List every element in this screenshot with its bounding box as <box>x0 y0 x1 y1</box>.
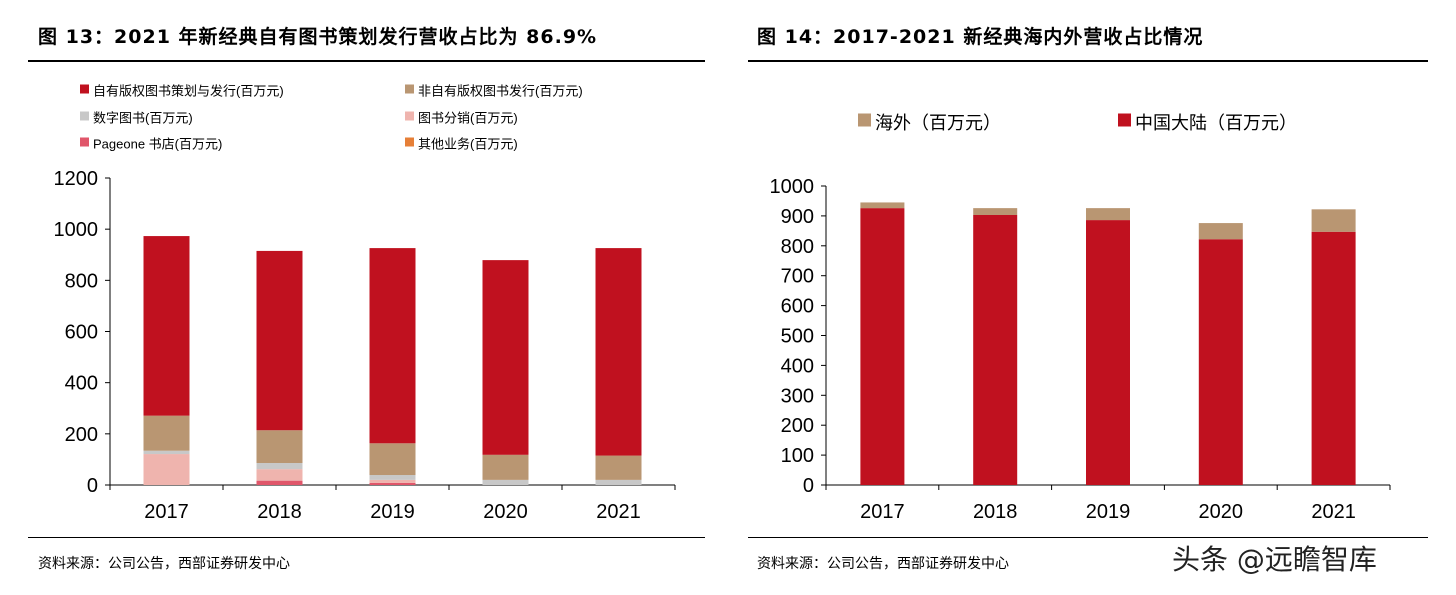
y-tick-label: 1000 <box>770 176 815 198</box>
y-tick-label: 200 <box>781 415 814 437</box>
legend-swatch <box>80 111 89 121</box>
x-tick-label: 2018 <box>973 501 1018 523</box>
left-chart-title: 图 13：2021 年新经典自有图书策划发行营收占比为 86.9% <box>38 26 598 48</box>
x-tick-label: 2018 <box>257 501 302 523</box>
x-tick-label: 2017 <box>860 501 905 523</box>
watermark: 头条 @远瞻智库 <box>1172 543 1377 576</box>
y-tick-label: 400 <box>65 373 98 395</box>
legend-label: Pageone 书店(百万元) <box>93 137 222 152</box>
bar-segment <box>369 482 416 485</box>
bar-segment <box>595 248 642 456</box>
right-source: 资料来源：公司公告，西部证券研发中心 <box>757 556 1009 572</box>
y-tick-label: 1000 <box>54 219 99 241</box>
legend-swatch <box>80 84 89 94</box>
legend-label: 自有版权图书策划与发行(百万元) <box>93 84 284 99</box>
bar-segment <box>143 415 190 451</box>
legend-label: 其他业务(百万元) <box>418 137 518 152</box>
bar-segment <box>143 450 190 455</box>
left-title-rule <box>28 60 705 62</box>
y-tick-label: 600 <box>781 296 814 318</box>
legend-swatch <box>80 137 89 147</box>
bar-segment <box>973 208 1018 216</box>
bar-segment <box>256 250 303 431</box>
bar-segment <box>482 454 529 480</box>
left-footer-rule <box>28 537 705 538</box>
bar-segment <box>482 479 529 485</box>
legend-swatch <box>1118 113 1131 127</box>
y-tick-label: 800 <box>781 236 814 258</box>
y-tick-label: 0 <box>87 475 98 497</box>
legend-swatch <box>405 111 414 121</box>
right-chart-title: 图 14：2017-2021 新经典海内外营收占比情况 <box>757 26 1204 48</box>
bar-segment <box>860 202 905 209</box>
bar-segment <box>143 236 190 416</box>
y-tick-label: 800 <box>65 270 98 292</box>
bar-segment <box>256 430 303 463</box>
bar-segment <box>143 454 190 485</box>
bar-segment <box>1198 239 1243 485</box>
bar-segment <box>1311 209 1356 232</box>
legend-swatch <box>405 84 414 94</box>
y-tick-label: 500 <box>781 326 814 348</box>
bar-segment <box>256 462 303 470</box>
legend-label: 数字图书(百万元) <box>93 111 193 126</box>
x-tick-label: 2017 <box>144 501 189 523</box>
bar-segment <box>973 215 1018 486</box>
legend-label: 海外（百万元） <box>875 113 1001 133</box>
x-tick-label: 2020 <box>1199 501 1244 523</box>
x-tick-label: 2019 <box>1086 501 1131 523</box>
bar-segment <box>595 455 642 480</box>
bar-segment <box>369 479 416 483</box>
legend-label: 非自有版权图书发行(百万元) <box>418 84 583 99</box>
bar-segment <box>860 208 905 485</box>
legend-label: 中国大陆（百万元） <box>1135 113 1297 133</box>
x-tick-label: 2020 <box>483 501 528 523</box>
y-tick-label: 0 <box>803 475 814 497</box>
bar-segment <box>482 260 529 455</box>
left-source: 资料来源：公司公告，西部证券研发中心 <box>38 556 290 572</box>
bar-segment <box>256 469 303 481</box>
x-tick-label: 2021 <box>1311 501 1356 523</box>
y-tick-label: 600 <box>65 322 98 344</box>
y-tick-label: 900 <box>781 206 814 228</box>
legend-label: 图书分销(百万元) <box>418 111 518 126</box>
x-tick-label: 2021 <box>596 501 641 523</box>
y-tick-label: 700 <box>781 266 814 288</box>
bar-segment <box>1086 208 1130 221</box>
bar-segment <box>369 475 416 480</box>
x-tick-label: 2019 <box>370 501 415 523</box>
legend-swatch <box>405 137 414 147</box>
y-tick-label: 400 <box>781 355 814 377</box>
y-tick-label: 200 <box>65 424 98 446</box>
right-title-rule <box>748 60 1428 62</box>
y-tick-label: 1200 <box>54 168 99 190</box>
bar-segment <box>1086 220 1130 485</box>
y-tick-label: 100 <box>781 445 814 467</box>
bar-segment <box>1198 223 1243 240</box>
right-footer-rule <box>748 537 1428 538</box>
bar-segment <box>256 480 303 485</box>
bar-segment <box>595 479 642 485</box>
y-tick-label: 300 <box>781 385 814 407</box>
legend-swatch <box>858 113 871 127</box>
bar-segment <box>369 248 416 444</box>
bar-segment <box>1311 231 1356 485</box>
bar-segment <box>369 443 416 476</box>
